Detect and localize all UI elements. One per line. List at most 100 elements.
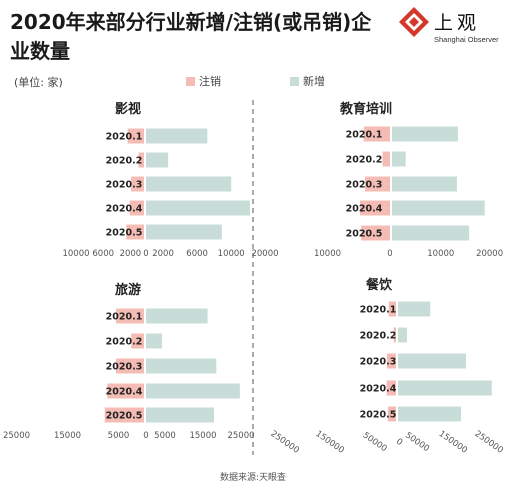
bar-new-p0-3 — [146, 200, 250, 216]
bar-new-p0-2 — [146, 176, 232, 192]
tick-left-p2-2: 5000 — [108, 431, 130, 441]
tick-right-p3-3: 250000 — [472, 429, 504, 456]
tick-left-p3-0: 250000 — [268, 429, 300, 456]
tick-left-p0-0: 10000 — [62, 249, 89, 259]
tick-right-p0-1: 2000 — [152, 249, 174, 259]
bar-cancel-p2-0 — [115, 308, 144, 324]
tick-right-p1-0: 10000 — [427, 249, 454, 259]
bar-new-p3-3 — [398, 380, 492, 396]
bar-cancel-p3-0 — [388, 301, 396, 317]
panel-title-p3: 餐饮 — [365, 277, 393, 293]
category-label-p2-0: 2020.1 — [106, 312, 143, 323]
bar-new-p0-0 — [146, 128, 208, 144]
bar-new-p2-1 — [146, 333, 162, 349]
bar-cancel-p0-1 — [138, 152, 144, 168]
bar-cancel-p0-2 — [131, 176, 144, 192]
category-label-p3-3: 2020.4 — [360, 384, 397, 395]
legend-swatch-cancel — [186, 76, 195, 86]
bar-new-p2-0 — [146, 308, 208, 324]
logo-subtitle: Shanghai Observer — [434, 35, 499, 44]
unit-label: (单位: 家) — [14, 76, 63, 89]
category-label-p1-4: 2020.5 — [346, 229, 383, 240]
bar-cancel-p1-2 — [365, 176, 390, 192]
bar-new-p2-2 — [146, 358, 217, 374]
tick-left-p3-1: 150000 — [313, 429, 345, 456]
bar-new-p2-4 — [146, 407, 215, 423]
tick-left-p0-1: 6000 — [92, 249, 114, 259]
source-note: 数据来源:天眼查 — [219, 473, 287, 483]
tick-right-p2-0: 0 — [143, 431, 148, 441]
bar-new-p1-2 — [392, 176, 457, 192]
category-label-p3-1: 2020.2 — [360, 331, 397, 342]
category-label-p3-2: 2020.3 — [360, 357, 397, 368]
bar-cancel-p0-4 — [126, 224, 144, 240]
tick-left-p2-1: 15000 — [54, 431, 81, 441]
legend-label-new: 新增 — [303, 75, 325, 88]
category-label-p2-3: 2020.4 — [106, 387, 143, 398]
chart-title: 2020年来部分行业新增/注销(或吊销)企业数量 — [10, 10, 372, 63]
bar-cancel-p1-4 — [361, 225, 390, 241]
category-label-p0-1: 2020.2 — [106, 156, 143, 167]
bar-cancel-p1-0 — [363, 126, 390, 142]
bar-cancel-p2-1 — [131, 333, 144, 349]
logo-mark-icon — [399, 7, 429, 37]
bar-cancel-p1-1 — [382, 151, 390, 167]
tick-right-p2-2: 15000 — [189, 431, 216, 441]
bar-cancel-p3-1 — [393, 327, 396, 343]
bar-cancel-p3-2 — [387, 353, 396, 369]
category-label-p0-3: 2020.4 — [106, 204, 143, 215]
category-label-p0-4: 2020.5 — [106, 228, 143, 239]
category-label-p1-2: 2020.3 — [346, 180, 383, 191]
legend-label-cancel: 注销 — [199, 75, 221, 88]
bar-cancel-p3-3 — [386, 380, 396, 396]
bar-new-p1-4 — [392, 225, 470, 241]
tick-left-p3-2: 50000 — [361, 431, 389, 455]
category-label-p3-4: 2020.5 — [360, 410, 397, 421]
bar-new-p3-0 — [398, 301, 431, 317]
category-label-p1-3: 2020.4 — [346, 204, 383, 215]
bar-new-p2-3 — [146, 383, 240, 399]
tick-left-p1-1: 10000 — [314, 249, 341, 259]
panel-title-p0: 影视 — [115, 101, 141, 117]
panel-title-p2: 旅游 — [115, 282, 141, 298]
bar-new-p0-4 — [146, 224, 222, 240]
bar-cancel-p2-2 — [115, 358, 144, 374]
tick-right-p2-1: 5000 — [154, 431, 176, 441]
category-label-p0-0: 2020.1 — [106, 132, 143, 143]
tick-left-p0-2: 2000 — [120, 249, 142, 259]
category-label-p1-1: 2020.2 — [346, 155, 383, 166]
tick-right-p1-1: 20000 — [476, 249, 503, 259]
bar-cancel-p2-3 — [107, 383, 144, 399]
bar-cancel-p3-4 — [387, 406, 396, 422]
tick-left-p1-2: 0 — [387, 249, 392, 259]
bar-cancel-p0-3 — [129, 200, 144, 216]
logo: 上观 Shanghai Observer — [398, 6, 504, 56]
tick-right-p0-0: 0 — [143, 249, 148, 259]
legend-swatch-new — [290, 76, 299, 86]
category-label-p2-1: 2020.2 — [106, 337, 143, 348]
bar-cancel-p1-3 — [360, 200, 390, 216]
tick-right-p3-0: 0 — [394, 437, 404, 448]
legend-item-cancel: 注销 — [186, 73, 221, 89]
bar-new-p1-3 — [392, 200, 485, 216]
bar-new-p1-0 — [392, 126, 458, 142]
category-label-p2-2: 2020.3 — [106, 362, 143, 373]
category-label-p0-2: 2020.3 — [106, 180, 143, 191]
bar-new-p3-4 — [398, 406, 462, 422]
tick-right-p3-1: 50000 — [403, 431, 431, 455]
tick-left-p1-0: 20000 — [251, 249, 278, 259]
category-label-p3-0: 2020.1 — [360, 305, 397, 316]
bar-new-p1-1 — [392, 151, 406, 167]
legend-item-new: 新增 — [290, 73, 325, 89]
bar-new-p3-1 — [398, 327, 407, 343]
bar-new-p0-1 — [146, 152, 169, 168]
tick-right-p2-3: 25000 — [227, 431, 254, 441]
tick-right-p0-2: 6000 — [186, 249, 208, 259]
logo-name: 上观 — [434, 12, 481, 34]
tick-left-p2-0: 25000 — [3, 431, 30, 441]
category-label-p1-0: 2020.1 — [346, 130, 383, 141]
bar-cancel-p0-0 — [127, 128, 144, 144]
bar-cancel-p2-4 — [104, 407, 144, 423]
tick-right-p3-2: 150000 — [437, 429, 469, 456]
